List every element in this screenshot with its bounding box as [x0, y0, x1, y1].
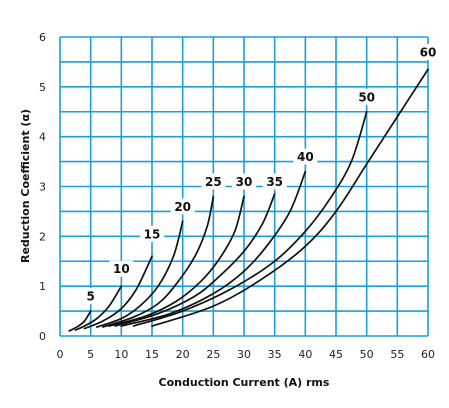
curve-label-60: 60 — [420, 45, 437, 59]
x-tick-label-55: 55 — [390, 348, 404, 361]
x-tick-label-45: 45 — [329, 348, 343, 361]
curve-label-bg-35 — [262, 173, 287, 190]
x-tick-label-25: 25 — [206, 348, 220, 361]
curve-60 — [151, 68, 429, 327]
grid-lines — [59, 36, 429, 337]
y-tick-label-0: 0 — [39, 330, 46, 343]
curve-label-bg-10 — [109, 260, 134, 277]
curve-label-50: 50 — [358, 90, 375, 104]
x-tick-label-40: 40 — [298, 348, 312, 361]
x-axis-tick-labels: 0 5 10 15 20 25 30 35 40 45 50 55 60 — [57, 348, 436, 361]
curve-40 — [120, 170, 307, 327]
x-tick-label-20: 20 — [176, 348, 190, 361]
y-axis-title: Reduction Coefficient (α) — [19, 109, 32, 263]
curve-30 — [108, 195, 245, 327]
curve-10 — [74, 285, 123, 331]
x-tick-label-60: 60 — [421, 348, 435, 361]
x-axis-title: Conduction Current (A) rms — [159, 376, 330, 389]
curve-label-bg-25 — [201, 173, 226, 190]
x-tick-label-5: 5 — [87, 348, 94, 361]
x-tick-label-10: 10 — [114, 348, 128, 361]
curve-label-bg-40 — [293, 148, 318, 165]
y-tick-label-6: 6 — [39, 31, 46, 44]
curve-label-bg-5 — [82, 288, 99, 305]
series-labels: 5 10 15 20 25 30 35 40 50 60 — [82, 43, 440, 305]
curve-label-bg-30 — [232, 173, 256, 190]
y-axis-tick-labels: 0 1 2 3 4 5 6 — [39, 31, 46, 343]
curve-label-30: 30 — [236, 175, 253, 189]
curve-label-25: 25 — [205, 175, 222, 189]
curve-25 — [102, 195, 215, 328]
curve-50 — [132, 110, 368, 327]
y-tick-label-1: 1 — [39, 280, 46, 293]
series-curves — [68, 68, 429, 332]
curve-20 — [95, 220, 184, 328]
curve-label-35: 35 — [266, 175, 283, 189]
x-tick-label-35: 35 — [268, 348, 282, 361]
curve-label-bg-20 — [170, 198, 195, 215]
curve-label-5: 5 — [86, 290, 94, 304]
x-tick-label-30: 30 — [237, 348, 251, 361]
curve-label-bg-60 — [416, 43, 440, 60]
y-tick-label-5: 5 — [39, 81, 46, 94]
curve-label-10: 10 — [113, 262, 130, 276]
curve-label-bg-50 — [354, 88, 379, 105]
curve-label-15: 15 — [144, 227, 161, 241]
x-tick-label-15: 15 — [145, 348, 159, 361]
y-tick-label-4: 4 — [39, 131, 46, 144]
curve-label-20: 20 — [174, 200, 191, 214]
y-tick-label-2: 2 — [39, 230, 46, 243]
x-tick-label-50: 50 — [360, 348, 374, 361]
curve-35 — [114, 193, 276, 327]
curve-15 — [83, 255, 153, 330]
curve-5 — [68, 310, 92, 332]
curve-label-40: 40 — [297, 150, 314, 164]
y-tick-label-3: 3 — [39, 181, 46, 194]
curve-label-bg-15 — [140, 225, 164, 242]
x-tick-label-0: 0 — [57, 348, 64, 361]
